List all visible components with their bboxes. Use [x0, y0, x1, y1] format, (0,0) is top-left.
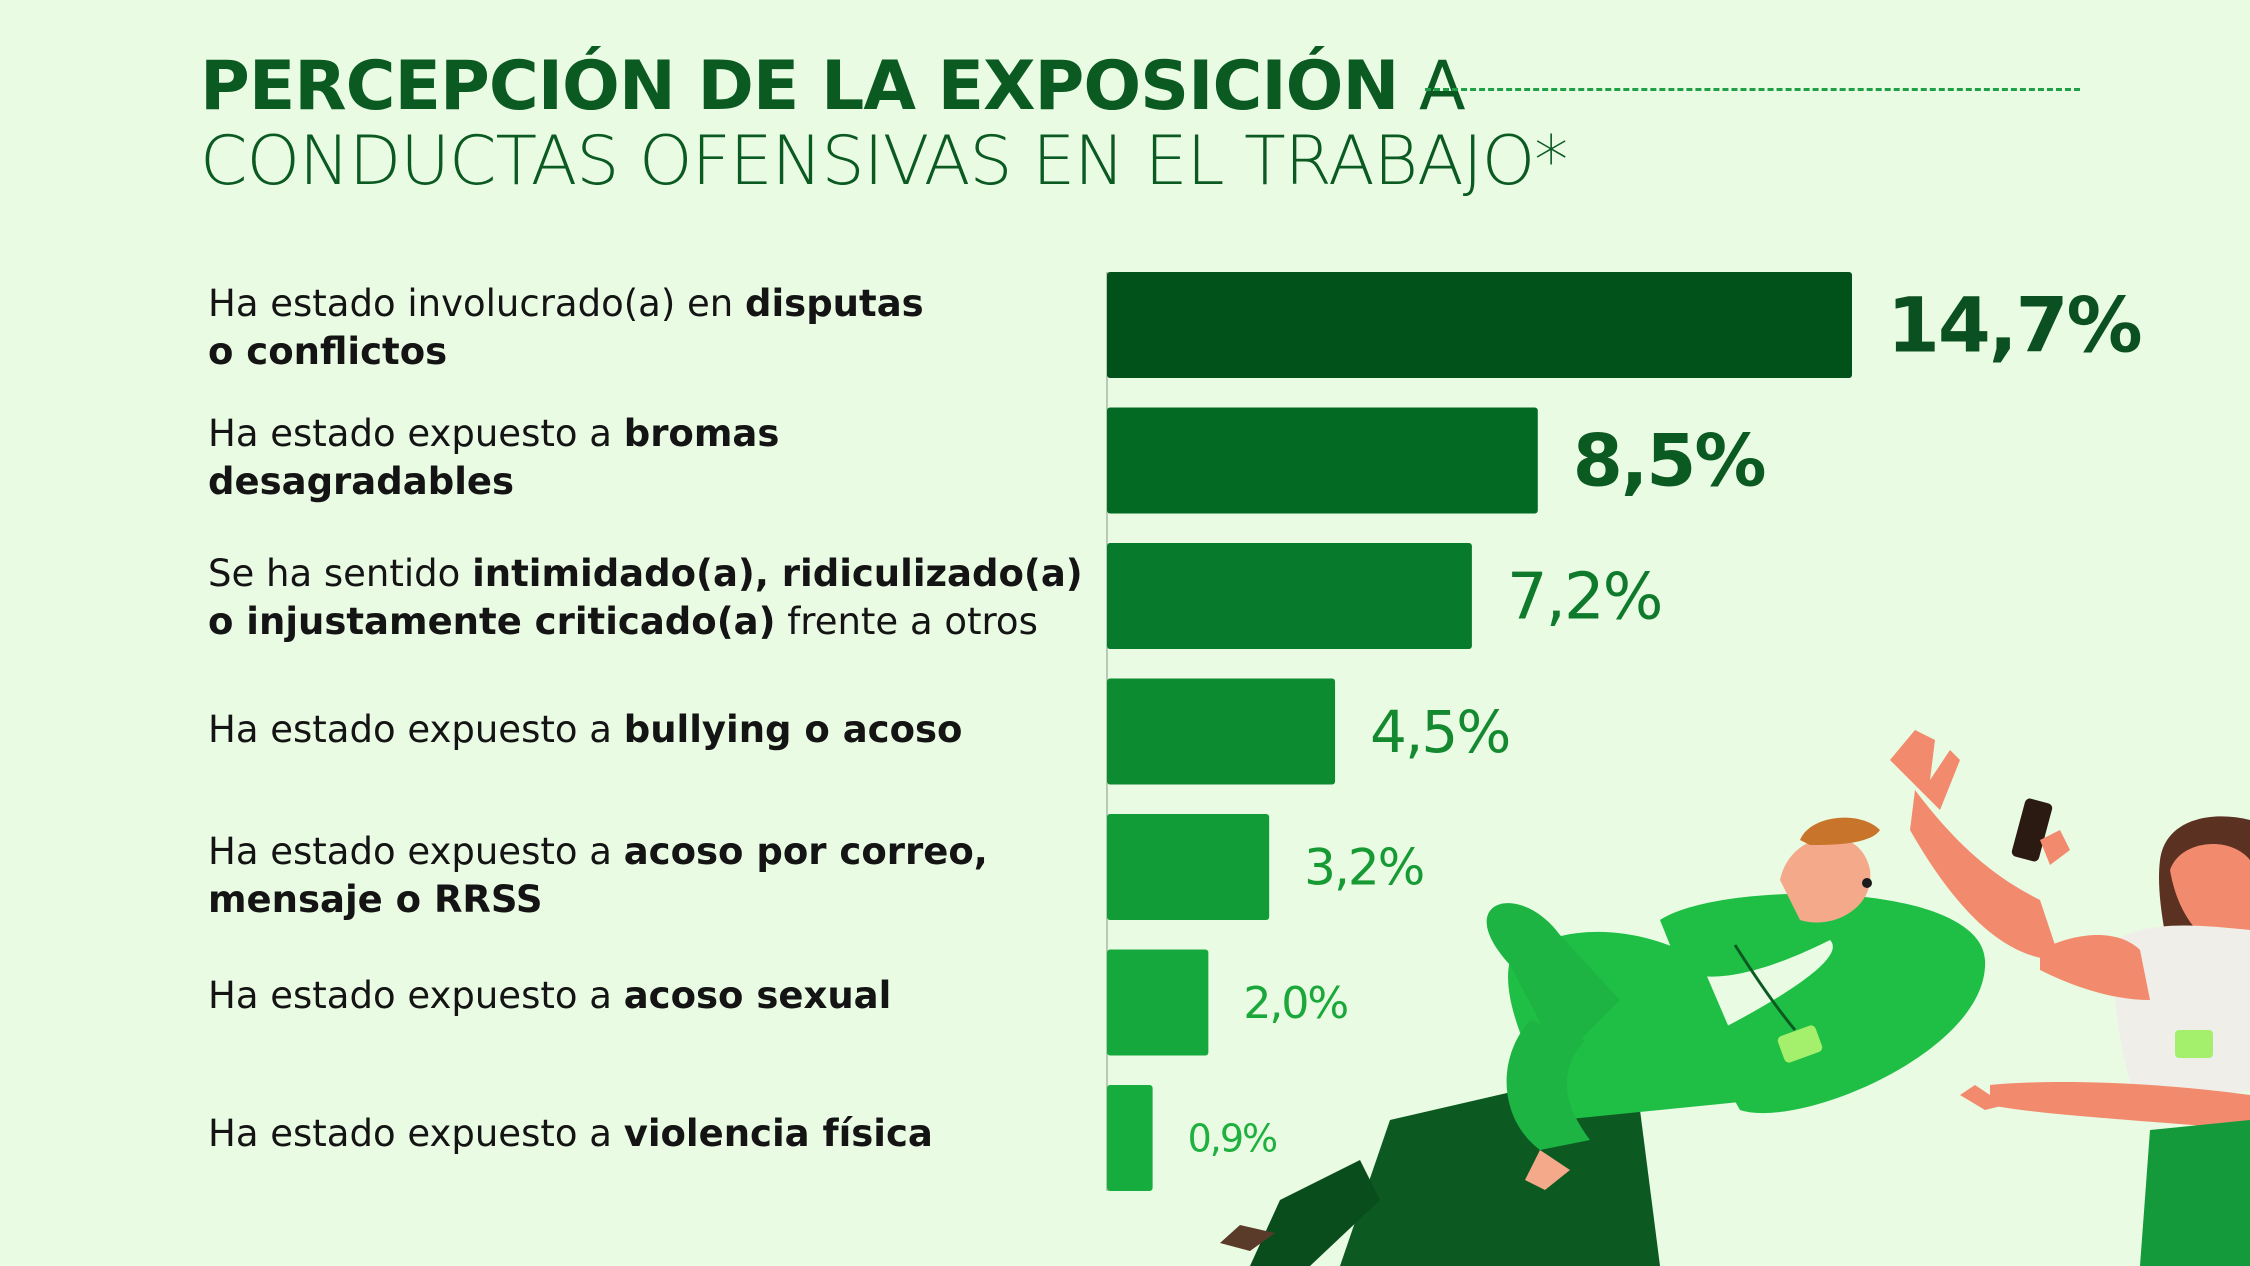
bar-value-label: 8,5%	[1573, 419, 1765, 503]
bar	[1107, 1085, 1153, 1191]
category-label: Ha estado expuesto a bromas desagradables	[208, 412, 780, 503]
category-label: Ha estado involucrado(a) en disputas o co…	[208, 282, 924, 373]
chart-title: PERCEPCIÓN DE LA EXPOSICIÓN A CONDUCTAS …	[200, 47, 1568, 201]
category-label: Se ha sentido intimidado(a), ridiculizad…	[208, 552, 1083, 643]
bar-value-label: 3,2%	[1304, 839, 1423, 897]
bar-value-label: 2,0%	[1243, 978, 1347, 1029]
title-rest: A	[1398, 47, 1466, 126]
title-line2: CONDUCTAS OFENSIVAS EN EL TRABAJO*	[200, 121, 1568, 201]
category-label: Ha estado expuesto a acoso por correo, me…	[208, 830, 988, 921]
bar	[1107, 949, 1209, 1056]
bar-value-label: 0,9%	[1188, 1116, 1277, 1160]
bar-value-label: 4,5%	[1370, 698, 1509, 766]
bar	[1107, 814, 1270, 920]
category-label: Ha estado expuesto a bullying o acoso	[208, 708, 963, 751]
woman-with-phone-figure	[1890, 730, 2250, 1266]
category-label: Ha estado expuesto a acoso sexual	[208, 974, 892, 1017]
title-dashed-divider	[1425, 88, 2080, 91]
bar	[1107, 543, 1472, 649]
bar	[1107, 407, 1538, 514]
bar-value-label: 7,2%	[1507, 560, 1662, 634]
category-label: Ha estado expuesto a violencia física	[208, 1112, 933, 1155]
title-bold: PERCEPCIÓN DE LA EXPOSICIÓN	[200, 47, 1399, 126]
bar	[1107, 272, 1852, 378]
running-man-figure	[1220, 817, 1986, 1266]
bar	[1107, 678, 1336, 785]
bar-value-label: 14,7%	[1887, 281, 2141, 370]
